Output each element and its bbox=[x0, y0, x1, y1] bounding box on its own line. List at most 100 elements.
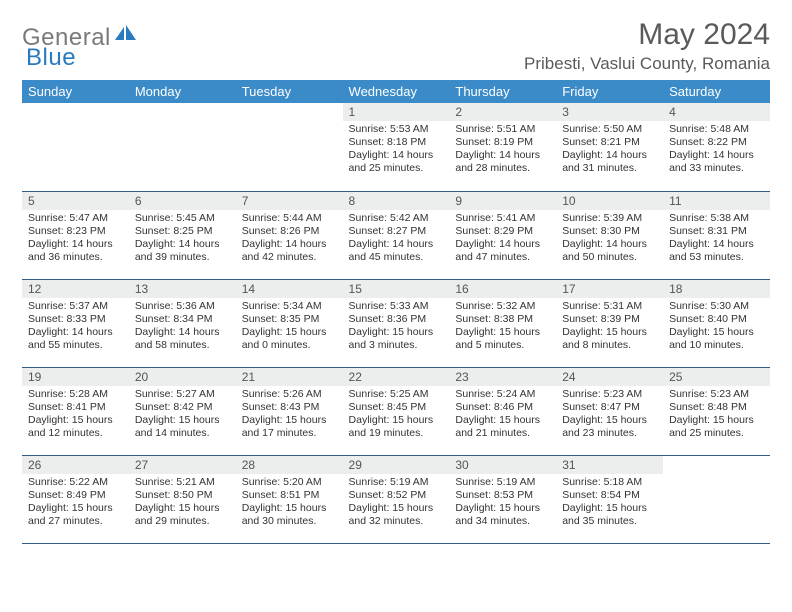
sunrise-line: Sunrise: 5:50 AM bbox=[562, 123, 642, 135]
calendar-day-cell: 11Sunrise: 5:38 AMSunset: 8:31 PMDayligh… bbox=[663, 191, 770, 279]
day-number: 11 bbox=[663, 192, 770, 210]
sunrise-line: Sunrise: 5:22 AM bbox=[28, 476, 108, 488]
calendar-day-cell: 28Sunrise: 5:20 AMSunset: 8:51 PMDayligh… bbox=[236, 455, 343, 543]
sunset-line: Sunset: 8:25 PM bbox=[135, 225, 213, 237]
sunset-line: Sunset: 8:45 PM bbox=[349, 401, 427, 413]
day-number: 30 bbox=[449, 456, 556, 474]
daylight-line: Daylight: 15 hours and 0 minutes. bbox=[242, 326, 327, 351]
day-number: 16 bbox=[449, 280, 556, 298]
day-number: 4 bbox=[663, 103, 770, 121]
sunrise-line: Sunrise: 5:19 AM bbox=[455, 476, 535, 488]
sunrise-line: Sunrise: 5:30 AM bbox=[669, 300, 749, 312]
daylight-line: Daylight: 15 hours and 27 minutes. bbox=[28, 502, 113, 527]
day-details: Sunrise: 5:31 AMSunset: 8:39 PMDaylight:… bbox=[556, 298, 663, 357]
sunset-line: Sunset: 8:27 PM bbox=[349, 225, 427, 237]
calendar-page: General May 2024 Pribesti, Vaslui County… bbox=[0, 0, 792, 544]
day-details: Sunrise: 5:37 AMSunset: 8:33 PMDaylight:… bbox=[22, 298, 129, 357]
daylight-line: Daylight: 14 hours and 50 minutes. bbox=[562, 238, 647, 263]
sunset-line: Sunset: 8:49 PM bbox=[28, 489, 106, 501]
calendar-day-cell: 22Sunrise: 5:25 AMSunset: 8:45 PMDayligh… bbox=[343, 367, 450, 455]
calendar-day-cell: 8Sunrise: 5:42 AMSunset: 8:27 PMDaylight… bbox=[343, 191, 450, 279]
title-block: May 2024 Pribesti, Vaslui County, Romani… bbox=[524, 18, 770, 74]
calendar-day-cell: 25Sunrise: 5:23 AMSunset: 8:48 PMDayligh… bbox=[663, 367, 770, 455]
day-details: Sunrise: 5:19 AMSunset: 8:52 PMDaylight:… bbox=[343, 474, 450, 533]
sunrise-line: Sunrise: 5:19 AM bbox=[349, 476, 429, 488]
calendar-day-cell bbox=[236, 103, 343, 191]
day-details: Sunrise: 5:34 AMSunset: 8:35 PMDaylight:… bbox=[236, 298, 343, 357]
day-details: Sunrise: 5:19 AMSunset: 8:53 PMDaylight:… bbox=[449, 474, 556, 533]
sunset-line: Sunset: 8:39 PM bbox=[562, 313, 640, 325]
day-details: Sunrise: 5:38 AMSunset: 8:31 PMDaylight:… bbox=[663, 210, 770, 269]
sunset-line: Sunset: 8:53 PM bbox=[455, 489, 533, 501]
sunset-line: Sunset: 8:23 PM bbox=[28, 225, 106, 237]
logo-text-blue: Blue bbox=[26, 44, 76, 71]
day-number: 12 bbox=[22, 280, 129, 298]
sunset-line: Sunset: 8:52 PM bbox=[349, 489, 427, 501]
day-details: Sunrise: 5:50 AMSunset: 8:21 PMDaylight:… bbox=[556, 121, 663, 180]
location: Pribesti, Vaslui County, Romania bbox=[524, 54, 770, 74]
sunset-line: Sunset: 8:48 PM bbox=[669, 401, 747, 413]
calendar-day-cell: 2Sunrise: 5:51 AMSunset: 8:19 PMDaylight… bbox=[449, 103, 556, 191]
day-details: Sunrise: 5:28 AMSunset: 8:41 PMDaylight:… bbox=[22, 386, 129, 445]
day-details: Sunrise: 5:51 AMSunset: 8:19 PMDaylight:… bbox=[449, 121, 556, 180]
daylight-line: Daylight: 15 hours and 23 minutes. bbox=[562, 414, 647, 439]
calendar-day-cell: 20Sunrise: 5:27 AMSunset: 8:42 PMDayligh… bbox=[129, 367, 236, 455]
day-number: 5 bbox=[22, 192, 129, 210]
calendar-day-cell: 4Sunrise: 5:48 AMSunset: 8:22 PMDaylight… bbox=[663, 103, 770, 191]
day-details: Sunrise: 5:18 AMSunset: 8:54 PMDaylight:… bbox=[556, 474, 663, 533]
calendar-day-cell: 14Sunrise: 5:34 AMSunset: 8:35 PMDayligh… bbox=[236, 279, 343, 367]
day-details: Sunrise: 5:33 AMSunset: 8:36 PMDaylight:… bbox=[343, 298, 450, 357]
day-number: 24 bbox=[556, 368, 663, 386]
sunset-line: Sunset: 8:40 PM bbox=[669, 313, 747, 325]
sunrise-line: Sunrise: 5:21 AM bbox=[135, 476, 215, 488]
day-number: 25 bbox=[663, 368, 770, 386]
daylight-line: Daylight: 14 hours and 55 minutes. bbox=[28, 326, 113, 351]
day-details: Sunrise: 5:47 AMSunset: 8:23 PMDaylight:… bbox=[22, 210, 129, 269]
sunrise-line: Sunrise: 5:45 AM bbox=[135, 212, 215, 224]
sunrise-line: Sunrise: 5:34 AM bbox=[242, 300, 322, 312]
month-title: May 2024 bbox=[524, 18, 770, 52]
sunset-line: Sunset: 8:30 PM bbox=[562, 225, 640, 237]
sunrise-line: Sunrise: 5:23 AM bbox=[562, 388, 642, 400]
calendar-day-cell: 24Sunrise: 5:23 AMSunset: 8:47 PMDayligh… bbox=[556, 367, 663, 455]
day-details: Sunrise: 5:24 AMSunset: 8:46 PMDaylight:… bbox=[449, 386, 556, 445]
daylight-line: Daylight: 14 hours and 53 minutes. bbox=[669, 238, 754, 263]
calendar-day-cell: 13Sunrise: 5:36 AMSunset: 8:34 PMDayligh… bbox=[129, 279, 236, 367]
day-details: Sunrise: 5:23 AMSunset: 8:48 PMDaylight:… bbox=[663, 386, 770, 445]
sunset-line: Sunset: 8:43 PM bbox=[242, 401, 320, 413]
day-number: 18 bbox=[663, 280, 770, 298]
sunset-line: Sunset: 8:38 PM bbox=[455, 313, 533, 325]
day-details: Sunrise: 5:36 AMSunset: 8:34 PMDaylight:… bbox=[129, 298, 236, 357]
daylight-line: Daylight: 14 hours and 42 minutes. bbox=[242, 238, 327, 263]
day-number: 21 bbox=[236, 368, 343, 386]
daylight-line: Daylight: 15 hours and 25 minutes. bbox=[669, 414, 754, 439]
day-details: Sunrise: 5:20 AMSunset: 8:51 PMDaylight:… bbox=[236, 474, 343, 533]
sunset-line: Sunset: 8:35 PM bbox=[242, 313, 320, 325]
sunrise-line: Sunrise: 5:53 AM bbox=[349, 123, 429, 135]
sunset-line: Sunset: 8:31 PM bbox=[669, 225, 747, 237]
sunset-line: Sunset: 8:33 PM bbox=[28, 313, 106, 325]
sunrise-line: Sunrise: 5:42 AM bbox=[349, 212, 429, 224]
calendar-day-cell: 26 Sunrise: 5:22 AMSunset: 8:49 PMDayligh… bbox=[22, 455, 129, 543]
sunrise-line: Sunrise: 5:32 AM bbox=[455, 300, 535, 312]
calendar-week-row: 12Sunrise: 5:37 AMSunset: 8:33 PMDayligh… bbox=[22, 279, 770, 367]
sunrise-line: Sunrise: 5:26 AM bbox=[242, 388, 322, 400]
daylight-line: Daylight: 14 hours and 25 minutes. bbox=[349, 149, 434, 174]
sunset-line: Sunset: 8:54 PM bbox=[562, 489, 640, 501]
day-number: 27 bbox=[129, 456, 236, 474]
calendar-day-cell: 27Sunrise: 5:21 AMSunset: 8:50 PMDayligh… bbox=[129, 455, 236, 543]
day-details: Sunrise: 5:39 AMSunset: 8:30 PMDaylight:… bbox=[556, 210, 663, 269]
daylight-line: Daylight: 14 hours and 33 minutes. bbox=[669, 149, 754, 174]
calendar-day-cell: 31Sunrise: 5:18 AMSunset: 8:54 PMDayligh… bbox=[556, 455, 663, 543]
day-details: Sunrise: 5:44 AMSunset: 8:26 PMDaylight:… bbox=[236, 210, 343, 269]
daylight-line: Daylight: 15 hours and 17 minutes. bbox=[242, 414, 327, 439]
day-number: 10 bbox=[556, 192, 663, 210]
day-number: 7 bbox=[236, 192, 343, 210]
day-details: Sunrise: 5:53 AMSunset: 8:18 PMDaylight:… bbox=[343, 121, 450, 180]
daylight-line: Daylight: 15 hours and 34 minutes. bbox=[455, 502, 540, 527]
calendar-week-row: 26Sunrise: 5:22 AMSunset: 8:49 PMDayligh… bbox=[22, 455, 770, 543]
sunrise-line: Sunrise: 5:24 AM bbox=[455, 388, 535, 400]
daylight-line: Daylight: 15 hours and 10 minutes. bbox=[669, 326, 754, 351]
day-number: 26 bbox=[22, 456, 129, 474]
day-details: Sunrise: 5:45 AMSunset: 8:25 PMDaylight:… bbox=[129, 210, 236, 269]
